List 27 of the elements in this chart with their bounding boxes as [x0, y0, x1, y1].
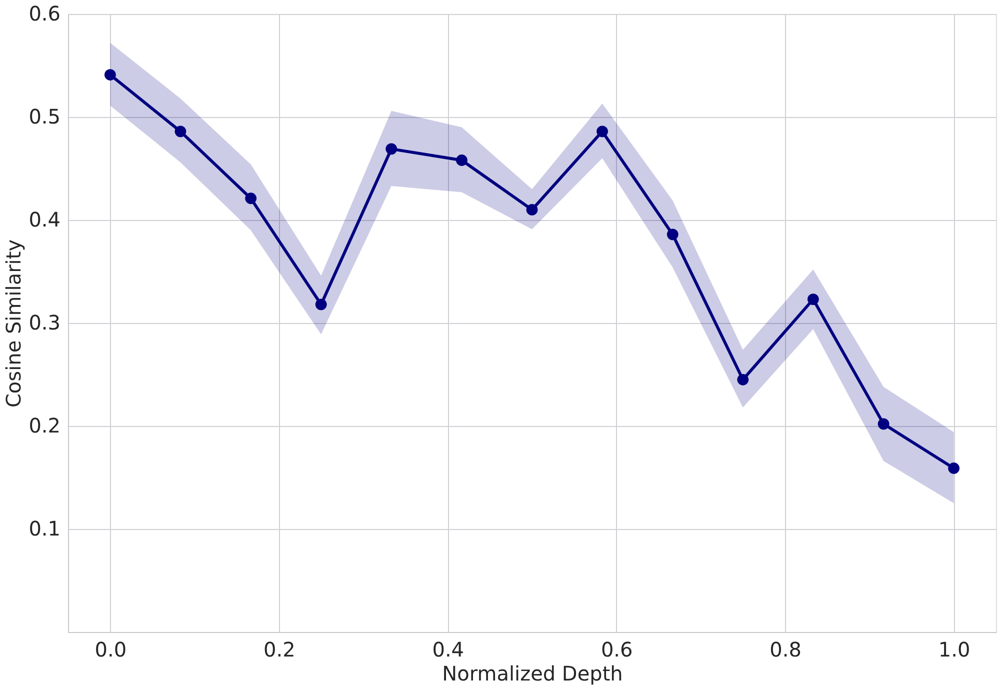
y-axis-title: Cosine Similarity [2, 239, 26, 408]
point [174, 126, 186, 138]
x-tick-label: 1.0 [938, 638, 970, 662]
point [315, 298, 327, 310]
y-tick-label: 0.2 [28, 414, 60, 438]
point [948, 462, 960, 474]
x-tick-label: 0.6 [600, 638, 633, 662]
point [526, 204, 538, 216]
point [878, 418, 890, 430]
x-tick-label: 0.8 [770, 638, 802, 662]
y-tick-label: 0.1 [28, 516, 60, 540]
point [386, 143, 398, 155]
point [807, 294, 819, 305]
point [245, 192, 257, 204]
point [596, 126, 608, 138]
x-tick-label: 0.2 [264, 638, 296, 662]
y-tick-label: 0.3 [28, 310, 60, 334]
y-tick-label: 0.5 [28, 104, 60, 128]
x-tick-label: 0.4 [432, 638, 464, 662]
x-axis-title: Normalized Depth [442, 662, 623, 686]
x-tick-label: 0.0 [94, 638, 127, 662]
point [456, 154, 468, 166]
point [666, 228, 678, 240]
point [737, 374, 749, 386]
y-tick-label: 0.4 [28, 208, 60, 232]
point [104, 69, 116, 80]
y-tick-label: 0.6 [28, 2, 60, 26]
